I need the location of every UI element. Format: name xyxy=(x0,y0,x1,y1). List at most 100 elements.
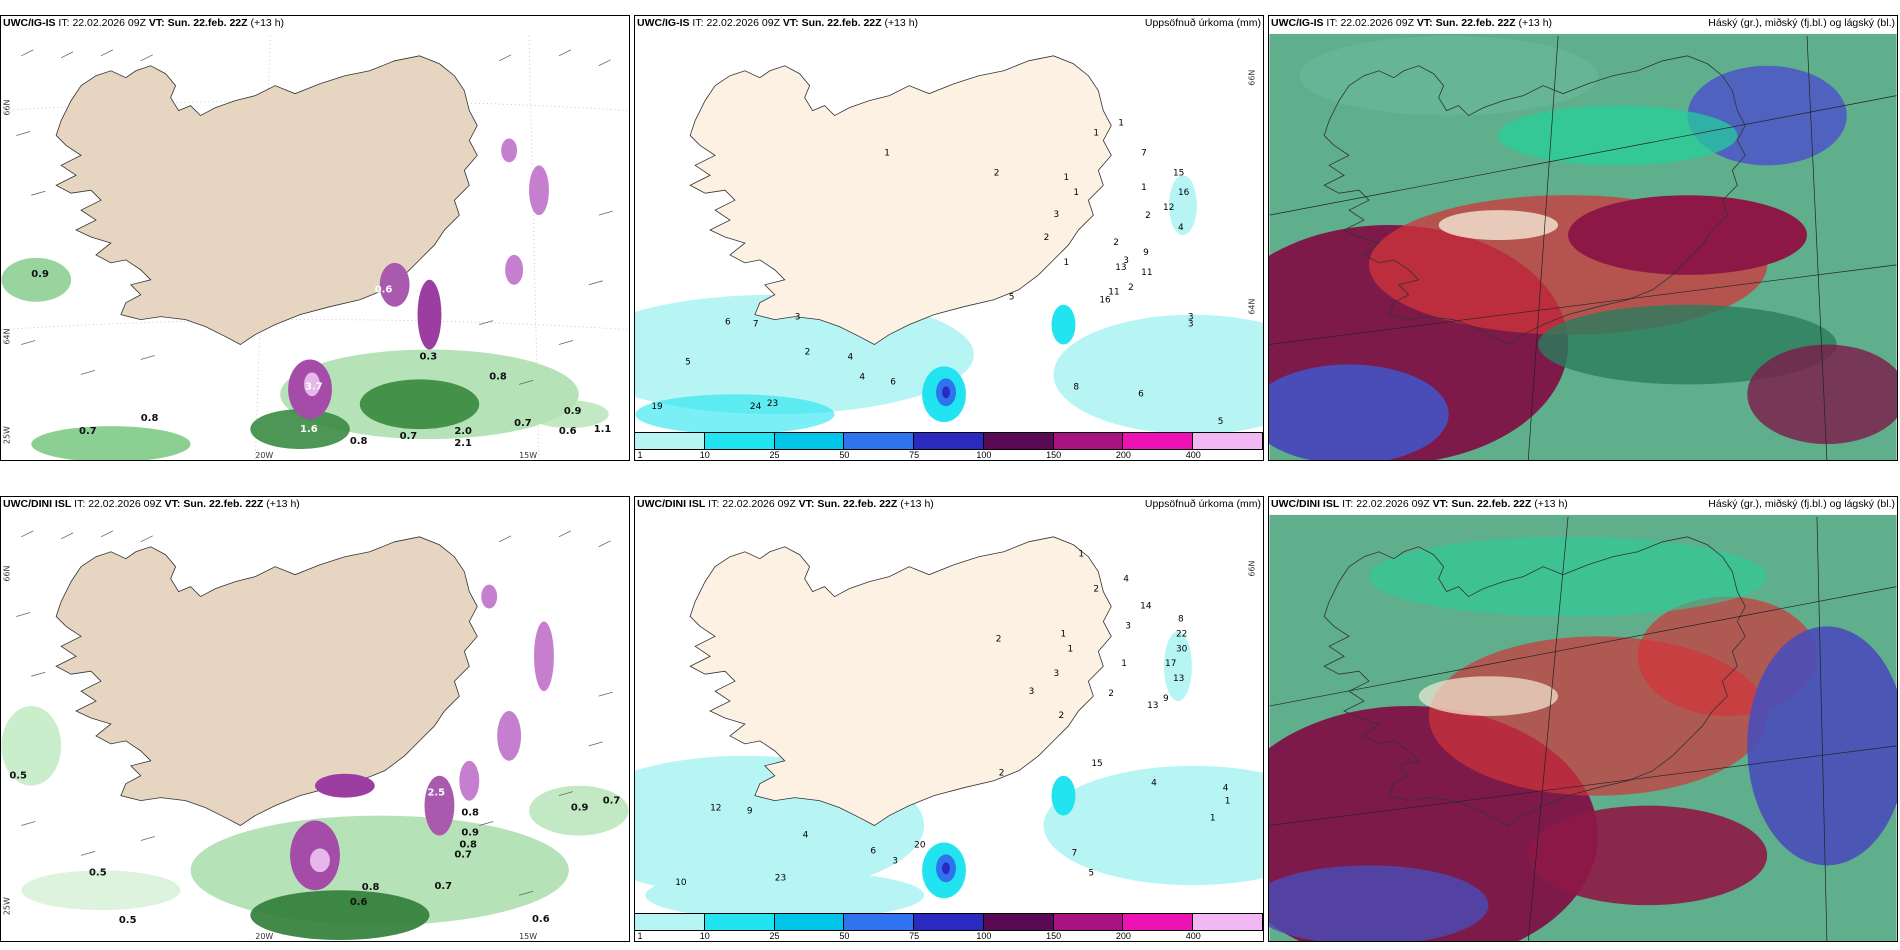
svg-text:15: 15 xyxy=(1173,168,1184,178)
lead-time: (+13 h) xyxy=(884,17,919,29)
colorbar-label: 400 xyxy=(1185,931,1201,941)
map-accum-precip: 1 2 4 14 3 8 22 30 1 2 1 17 13 3 1 2 9 3… xyxy=(635,536,1263,921)
svg-text:7: 7 xyxy=(1071,848,1077,858)
svg-text:0.6: 0.6 xyxy=(559,426,577,437)
vt-label: VT: xyxy=(164,498,181,510)
init-time: 22.02.2026 09Z xyxy=(1340,17,1414,29)
svg-text:0.5: 0.5 xyxy=(89,867,107,878)
coordinate-labels: 66N xyxy=(1248,561,1257,577)
colorbar-label: 75 xyxy=(909,931,920,941)
svg-text:23: 23 xyxy=(767,399,778,409)
lead-time: (+13 h) xyxy=(250,17,285,29)
wind-labels: 0.5 0.5 0.5 0.9 0.8 0.8 0.7 0.6 0.7 0.6 … xyxy=(9,771,620,926)
svg-text:2: 2 xyxy=(1145,211,1151,221)
svg-text:3.7: 3.7 xyxy=(305,381,323,392)
svg-text:0.7: 0.7 xyxy=(400,431,418,442)
svg-text:1: 1 xyxy=(1210,814,1216,824)
coordinate-labels: 66N 64N 25W 20W 15W xyxy=(2,99,537,460)
panel-clouds-dini: UWC/DINI ISL IT: 22.02.2026 09Z VT: Sun.… xyxy=(1268,496,1898,942)
svg-text:1: 1 xyxy=(1060,629,1066,639)
svg-text:0.8: 0.8 xyxy=(141,413,159,424)
panel-header: UWC/DINI ISL IT: 22.02.2026 09Z VT: Sun.… xyxy=(637,498,1261,510)
svg-text:11: 11 xyxy=(1141,268,1152,278)
svg-text:5: 5 xyxy=(1088,868,1094,878)
model-name: UWC/IG-IS xyxy=(3,17,56,29)
svg-text:66N: 66N xyxy=(2,99,11,115)
colorbar-label: 10 xyxy=(699,931,710,941)
svg-text:15W: 15W xyxy=(519,932,537,941)
svg-text:13: 13 xyxy=(1173,674,1184,684)
svg-text:1: 1 xyxy=(1118,119,1124,129)
svg-text:2: 2 xyxy=(1093,585,1099,595)
svg-text:0.7: 0.7 xyxy=(603,796,621,807)
svg-text:4: 4 xyxy=(1178,223,1184,233)
colorbar-label: 150 xyxy=(1046,931,1062,941)
svg-text:1: 1 xyxy=(884,148,890,158)
svg-text:0.6: 0.6 xyxy=(375,285,393,296)
colorbar-segment xyxy=(983,914,1054,930)
colorbar-segment xyxy=(914,914,984,930)
coordinate-labels: 66N 25W 20W 15W xyxy=(2,565,537,941)
colorbar-labels: 1 10 25 50 75 100 150 200 400 xyxy=(635,931,1263,941)
svg-text:3: 3 xyxy=(1054,669,1060,679)
colorbar-label: 200 xyxy=(1115,931,1131,941)
svg-text:0.8: 0.8 xyxy=(362,882,380,893)
svg-text:0.6: 0.6 xyxy=(350,897,368,908)
panel-header: UWC/IG-IS IT: 22.02.2026 09Z VT: Sun. 22… xyxy=(3,17,627,29)
svg-text:9: 9 xyxy=(1163,694,1169,704)
colorbar-segment xyxy=(1123,914,1194,930)
svg-text:0.8: 0.8 xyxy=(489,371,507,382)
colorbar-segment xyxy=(1053,433,1124,449)
svg-text:2: 2 xyxy=(1044,233,1050,243)
svg-text:24: 24 xyxy=(750,402,762,412)
precip-colorbar xyxy=(635,913,1263,931)
svg-text:2: 2 xyxy=(1128,283,1134,293)
vt-label: VT: xyxy=(148,17,165,29)
colorbar-segment xyxy=(844,914,915,930)
it-label: IT: xyxy=(74,498,86,510)
svg-text:3: 3 xyxy=(1123,256,1129,266)
lead-time: (+13 h) xyxy=(1534,498,1568,510)
panel-header: UWC/DINI ISL IT: 22.02.2026 09Z VT: Sun.… xyxy=(3,498,627,510)
valid-time: Sun. 22.feb. 22Z xyxy=(801,17,882,29)
colorbar-segment xyxy=(704,433,775,449)
svg-text:5: 5 xyxy=(685,357,691,367)
svg-text:9: 9 xyxy=(747,807,753,817)
svg-text:8: 8 xyxy=(1073,382,1079,392)
model-name: UWC/DINI ISL xyxy=(3,498,72,510)
colorbar-label: 10 xyxy=(699,450,710,460)
svg-text:2: 2 xyxy=(999,769,1005,779)
svg-text:2.0: 2.0 xyxy=(454,426,472,437)
svg-text:16: 16 xyxy=(1178,188,1190,198)
svg-text:1.6: 1.6 xyxy=(300,424,318,435)
model-name: UWC/DINI ISL xyxy=(1271,498,1340,510)
colorbar-segment xyxy=(635,433,705,449)
map-clouds xyxy=(1269,514,1897,941)
svg-text:22: 22 xyxy=(1176,629,1187,639)
panel-title: Háský (gr.), miðský (fj.bl.) og lágský (… xyxy=(1708,498,1895,510)
svg-text:0.9: 0.9 xyxy=(31,269,49,280)
vt-label: VT: xyxy=(798,498,815,510)
panel-title: Háský (gr.), miðský (fj.bl.) og lágský (… xyxy=(1708,17,1895,29)
svg-text:30: 30 xyxy=(1176,644,1188,654)
svg-text:12: 12 xyxy=(710,804,721,814)
svg-text:6: 6 xyxy=(1138,389,1144,399)
svg-text:0.9: 0.9 xyxy=(461,827,479,838)
svg-text:3: 3 xyxy=(1188,313,1194,323)
model-name: UWC/IG-IS xyxy=(637,17,690,29)
colorbar-label: 1 xyxy=(637,450,643,460)
colorbar-label: 1 xyxy=(637,931,643,941)
svg-text:3: 3 xyxy=(795,313,801,323)
vt-label: VT: xyxy=(1416,17,1433,29)
colorbar-segment xyxy=(774,914,845,930)
svg-text:2: 2 xyxy=(996,634,1002,644)
svg-text:20: 20 xyxy=(914,840,926,850)
svg-text:23: 23 xyxy=(775,873,786,883)
valid-time: Sun. 22.feb. 22Z xyxy=(167,17,248,29)
svg-text:4: 4 xyxy=(847,352,853,362)
init-time: 22.02.2026 09Z xyxy=(1356,498,1430,510)
colorbar-segment xyxy=(914,433,984,449)
svg-text:3: 3 xyxy=(1125,621,1131,631)
init-time: 22.02.2026 09Z xyxy=(706,17,780,29)
svg-text:0.6: 0.6 xyxy=(532,914,550,925)
